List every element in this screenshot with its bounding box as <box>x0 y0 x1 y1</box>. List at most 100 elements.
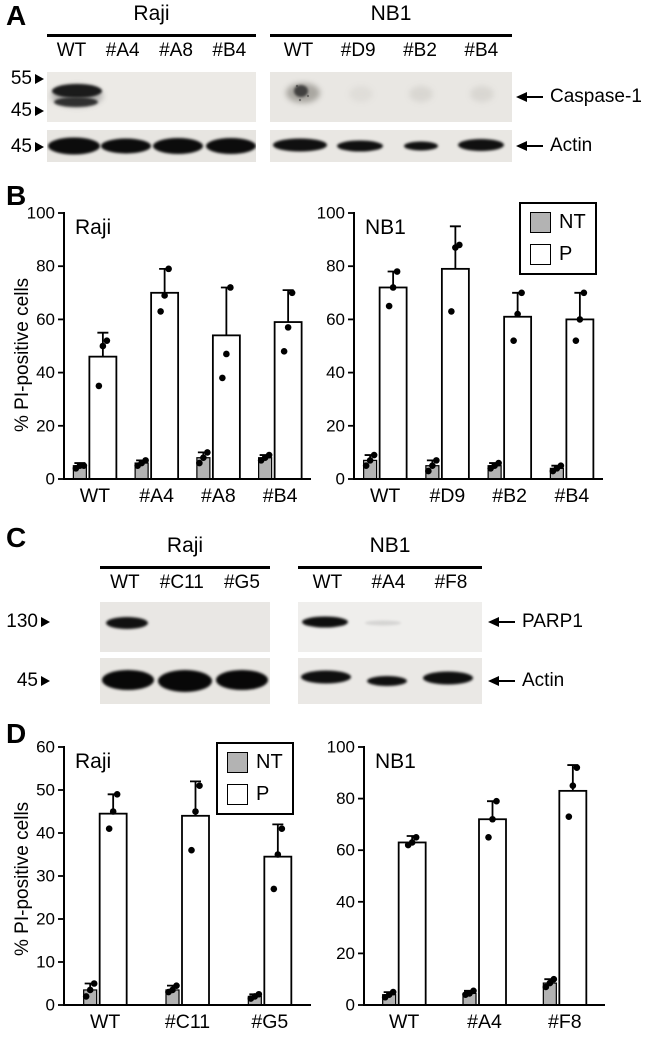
group-line <box>298 566 482 569</box>
y-tick-label: 100 <box>28 204 55 223</box>
y-tick-label: 100 <box>328 738 355 757</box>
bar-P-#B4 <box>273 321 303 480</box>
bands <box>286 83 494 103</box>
data-point <box>265 451 273 459</box>
chart-d-raji: WT #C11 #G5 0 10 20 30 40 50 60 Raji <box>28 738 316 1036</box>
mw-value: 55 <box>10 68 32 89</box>
bands <box>102 670 268 692</box>
lane-label: #D9 <box>340 40 376 61</box>
legend-label: P <box>256 783 270 805</box>
mw-value: 45 <box>10 136 32 157</box>
legend-label: P <box>559 243 573 265</box>
blot-parp1-nb1 <box>298 602 482 652</box>
panel-b-letter: B <box>6 180 27 211</box>
mw-marker-45-actin: 45 <box>2 136 44 157</box>
bar-P-#C11 <box>181 814 210 1006</box>
x-tick-label: #A8 <box>201 485 236 507</box>
bar-P-#B4 <box>565 318 595 480</box>
x-tick-label: #A4 <box>467 1011 502 1033</box>
panel-d-letter: D <box>6 718 27 749</box>
group-label-a-raji: Raji <box>133 2 170 25</box>
data-point <box>366 457 374 464</box>
actin-annotation-c: Actin <box>488 670 565 691</box>
chart-b-nb1: WT #D9 #B2 #B4 0 20 40 60 80 100 NB1 <box>318 204 608 510</box>
y-tick-label: 10 <box>36 953 55 972</box>
blot-actin-c-nb1 <box>298 658 482 704</box>
blot-parp1-raji <box>100 602 270 652</box>
data-point <box>370 451 378 459</box>
data-point <box>161 292 168 299</box>
mw-value: 45 <box>16 670 38 691</box>
data-point <box>196 459 203 467</box>
x-tick-label: WT <box>389 1011 419 1033</box>
bar-P-#G5 <box>263 855 293 1006</box>
left-arrow-icon <box>488 676 515 686</box>
data-point <box>385 302 393 310</box>
chart-D-NB1: WT #A4 #F8 0 20 40 60 80 100 NB1 <box>328 738 605 1033</box>
mw-value: 130 <box>6 611 38 632</box>
lane-label: WT <box>110 572 140 593</box>
x-tick-label: #B2 <box>492 485 527 507</box>
legend-item-p: P <box>530 243 586 266</box>
panel-c-letter: C <box>6 522 27 553</box>
y-tick-label: 20 <box>326 416 345 435</box>
data-point <box>518 289 525 297</box>
protein-name: Actin <box>522 670 565 691</box>
x-tick-label: WT <box>90 1011 120 1033</box>
data-point <box>165 265 172 273</box>
legend-b: NT P <box>519 202 597 275</box>
lane-label: #A8 <box>159 40 193 61</box>
data-point <box>192 808 199 815</box>
chart-B-Raji: WT #A4 #A8 #B4 0 20 40 60 80 100 Raji <box>28 204 311 507</box>
blot-actin-c-raji <box>100 658 270 704</box>
legend-label: NT <box>559 211 586 233</box>
protein-name: Actin <box>550 135 593 156</box>
data-point <box>196 782 203 789</box>
y-tick-label: 20 <box>336 944 355 963</box>
data-point <box>389 284 397 291</box>
y-tick-label: 60 <box>326 310 345 329</box>
bar-P-#B2 <box>503 315 533 480</box>
lane-label: WT <box>312 572 343 593</box>
bands <box>301 670 473 686</box>
lane-label: #A4 <box>371 572 406 593</box>
y-tick-label: 0 <box>46 470 55 489</box>
data-point <box>425 467 432 475</box>
group-line <box>100 566 270 569</box>
bar-P-#D9 <box>440 267 470 480</box>
y-tick-label: 0 <box>46 996 55 1015</box>
blot-actin-a-raji <box>47 130 256 162</box>
data-point <box>169 986 176 994</box>
parp1-annotation: PARP1 <box>488 611 583 632</box>
blot-caspase1-raji <box>47 72 256 122</box>
x-tick-label: WT <box>80 485 110 507</box>
y-tick-label: 80 <box>326 257 345 276</box>
group-line <box>270 34 512 37</box>
group-label-a-nb1: NB1 <box>370 2 412 25</box>
chart-title: NB1 <box>365 216 406 239</box>
data-point <box>493 797 500 805</box>
bands <box>273 138 504 152</box>
x-tick-label: #B4 <box>263 485 298 507</box>
data-point <box>223 350 230 358</box>
data-point <box>204 449 211 456</box>
chart-title: Raji <box>75 216 111 239</box>
bands <box>106 617 148 629</box>
data-point <box>109 808 117 815</box>
data-point <box>173 982 180 989</box>
data-point <box>572 337 580 344</box>
data-point <box>456 241 463 249</box>
data-point <box>284 324 292 331</box>
data-point <box>470 987 477 995</box>
chart-title: NB1 <box>375 750 416 773</box>
data-point <box>274 851 282 858</box>
y-tick-label: 40 <box>326 363 345 382</box>
group-label-c-nb1: NB1 <box>369 534 411 557</box>
mw-arrowhead-icon <box>35 142 44 152</box>
legend-item-nt: NT <box>227 751 283 774</box>
data-point <box>433 457 440 464</box>
mw-arrowhead-icon <box>41 617 50 627</box>
error-bar <box>574 291 586 320</box>
mw-marker-55: 55 <box>2 68 44 89</box>
data-point <box>99 342 107 350</box>
